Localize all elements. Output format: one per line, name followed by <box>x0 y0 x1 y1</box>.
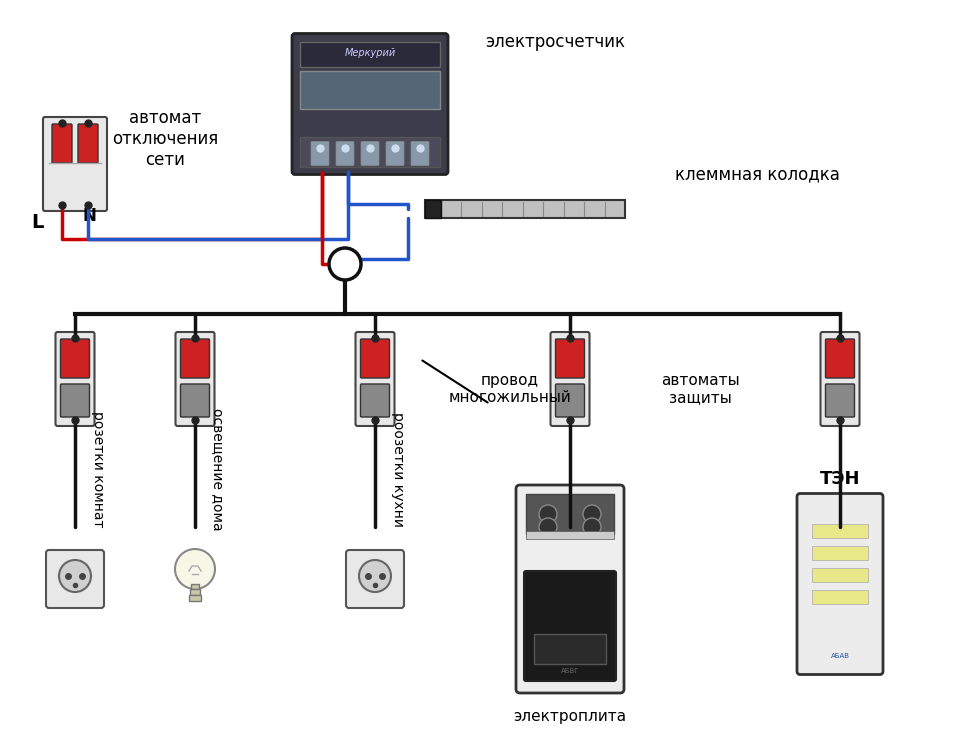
FancyBboxPatch shape <box>355 332 394 426</box>
Bar <box>300 71 440 109</box>
Text: провод
многожильный: провод многожильный <box>449 372 571 405</box>
FancyBboxPatch shape <box>361 339 389 378</box>
Circle shape <box>59 560 91 592</box>
Text: клеммная колодка: клеммная колодка <box>675 165 840 183</box>
FancyBboxPatch shape <box>336 142 354 165</box>
FancyBboxPatch shape <box>555 339 585 378</box>
FancyBboxPatch shape <box>361 384 389 417</box>
FancyBboxPatch shape <box>524 571 616 681</box>
Text: L: L <box>31 213 43 231</box>
FancyBboxPatch shape <box>43 117 107 211</box>
FancyBboxPatch shape <box>311 142 329 165</box>
Circle shape <box>583 505 601 523</box>
FancyBboxPatch shape <box>60 384 90 417</box>
FancyBboxPatch shape <box>60 339 90 378</box>
FancyBboxPatch shape <box>56 332 95 426</box>
Bar <box>425 200 625 218</box>
FancyBboxPatch shape <box>826 384 855 417</box>
FancyBboxPatch shape <box>181 339 210 378</box>
Circle shape <box>359 560 391 592</box>
FancyBboxPatch shape <box>555 384 585 417</box>
FancyBboxPatch shape <box>516 485 624 693</box>
FancyBboxPatch shape <box>550 332 590 426</box>
Circle shape <box>329 248 361 280</box>
Bar <box>300 136 440 167</box>
Bar <box>190 589 200 595</box>
Bar <box>812 568 868 582</box>
FancyBboxPatch shape <box>386 142 404 165</box>
FancyBboxPatch shape <box>797 494 883 675</box>
Bar <box>812 590 868 604</box>
FancyBboxPatch shape <box>411 142 429 165</box>
FancyBboxPatch shape <box>46 550 104 608</box>
Bar <box>425 200 441 218</box>
FancyBboxPatch shape <box>361 142 379 165</box>
FancyBboxPatch shape <box>292 33 448 174</box>
Text: автомат
отключения
сети: автомат отключения сети <box>112 109 218 169</box>
Text: освещение дома: освещение дома <box>211 408 225 530</box>
FancyBboxPatch shape <box>181 384 210 417</box>
FancyBboxPatch shape <box>826 339 855 378</box>
Circle shape <box>175 549 215 589</box>
FancyBboxPatch shape <box>52 124 72 163</box>
Text: АБВГ: АБВГ <box>561 668 579 674</box>
Text: розетки комнат: розетки комнат <box>91 411 105 527</box>
Text: автоматы
защиты: автоматы защиты <box>660 372 740 405</box>
FancyBboxPatch shape <box>78 124 98 163</box>
FancyBboxPatch shape <box>820 332 859 426</box>
Bar <box>300 41 440 66</box>
Bar <box>812 524 868 538</box>
Bar <box>534 634 606 664</box>
Circle shape <box>539 518 557 536</box>
Bar <box>526 494 614 534</box>
Circle shape <box>539 505 557 523</box>
Circle shape <box>583 518 601 536</box>
Text: ТЭН: ТЭН <box>820 470 860 488</box>
Text: электросчетчик: электросчетчик <box>485 33 625 51</box>
Bar <box>812 546 868 560</box>
Text: Меркурий: Меркурий <box>345 48 395 59</box>
Text: роозетки кухни: роозетки кухни <box>391 412 405 526</box>
Bar <box>526 531 614 539</box>
Text: АБАВ: АБАВ <box>831 652 850 658</box>
Text: N: N <box>82 207 96 225</box>
Text: электроплита: электроплита <box>514 709 627 724</box>
Bar <box>189 595 201 601</box>
Bar <box>191 584 199 589</box>
FancyBboxPatch shape <box>175 332 214 426</box>
FancyBboxPatch shape <box>346 550 404 608</box>
